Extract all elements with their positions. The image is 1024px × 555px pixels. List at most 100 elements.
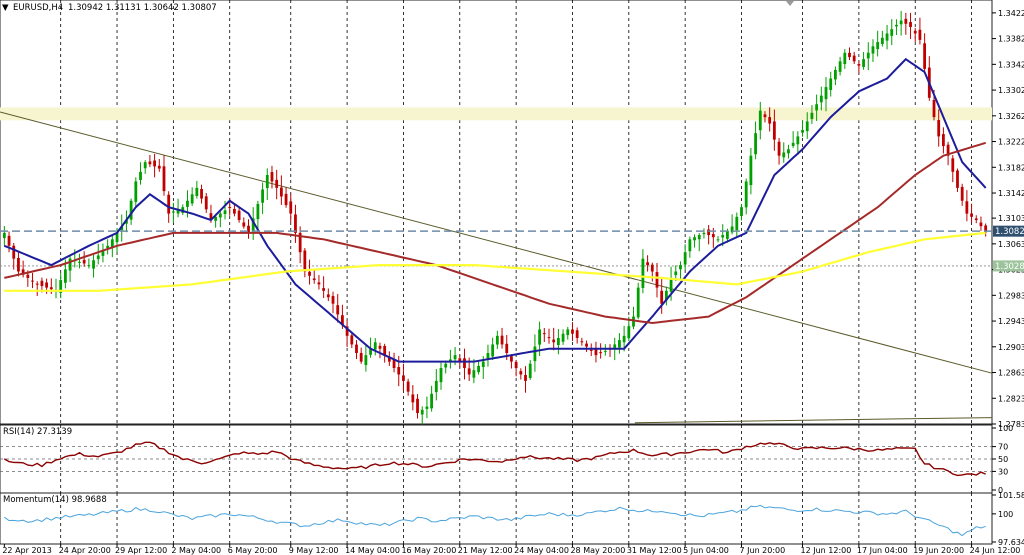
candle-body (233, 208, 236, 214)
candle-body (129, 200, 133, 220)
time-tick-label: 22 Apr 2013 (2, 546, 51, 555)
candle-body (589, 349, 593, 351)
candle-body (308, 271, 311, 276)
candle-body (448, 359, 452, 362)
candle-body (486, 353, 490, 360)
rsi-panel-frame (0, 424, 993, 494)
candle-body (101, 250, 105, 256)
time-tick-label: 17 Jun 04:00 (857, 546, 908, 555)
candle-body (965, 201, 969, 214)
candle-body (458, 358, 462, 362)
candle-body (599, 352, 603, 354)
candle-body (618, 340, 621, 348)
bid-price-label: 1.30827 (995, 227, 1024, 237)
candle-body (791, 142, 795, 147)
candle-body (941, 134, 945, 147)
candle-body (646, 262, 649, 266)
candle-body (697, 235, 701, 240)
price-panel[interactable]: 1.34220 1.33820 1.33420 1.33020 1.32620 1.322… (0, 0, 1024, 429)
candle-body (547, 337, 551, 339)
candle-body (134, 181, 138, 202)
candle-body (477, 365, 480, 373)
candle-body (237, 210, 241, 221)
candle-body (87, 265, 91, 267)
candle-body (392, 359, 396, 369)
candle-body (660, 290, 664, 304)
candle-body (782, 152, 786, 158)
trendline-support[interactable] (634, 417, 993, 424)
candle-body (261, 189, 264, 203)
time-tick-label: 5 Jun 04:00 (683, 546, 729, 555)
candle-body (40, 280, 44, 286)
momentum-tick-label: 97.6341 (998, 538, 1024, 547)
candle-body (355, 344, 358, 354)
candle-body (26, 274, 30, 278)
candle-body (580, 341, 584, 343)
candle-body (162, 166, 166, 192)
candle-body (167, 194, 171, 214)
price-tick-label: 1.33820 (998, 35, 1024, 44)
candle-body (552, 339, 556, 343)
candle-body (735, 216, 739, 231)
trendline-descending[interactable] (0, 111, 993, 374)
candle-body (571, 329, 574, 334)
candle-body (45, 282, 49, 288)
candle-body (402, 375, 405, 381)
candle-body (209, 213, 213, 221)
candle-body (946, 144, 950, 156)
candle-body (655, 272, 659, 288)
candle-body (420, 409, 424, 415)
time-tick-label: 31 May 12:00 (627, 546, 682, 555)
candle-body (444, 363, 448, 368)
candle-body (430, 393, 434, 409)
candle-body (411, 394, 415, 403)
time-tick-label: 14 May 04:00 (345, 546, 400, 555)
candle-body (838, 61, 842, 72)
moving-averages (3, 57, 987, 363)
candle-body (378, 345, 382, 349)
candle-body (115, 232, 119, 243)
candle-body (740, 207, 743, 216)
time-tick-label: 29 Apr 12:00 (115, 546, 167, 555)
candle-body (312, 278, 316, 281)
time-tick-label: 28 May 20:00 (570, 546, 625, 555)
candle-body (613, 344, 617, 350)
candle-body (805, 121, 809, 132)
candle-body (707, 229, 711, 236)
candle-body (904, 18, 908, 24)
rsi-tick-label: 100 (998, 424, 1013, 433)
candle-body (373, 342, 377, 350)
rsi-panel[interactable]: 100 70 50 30 0 RSI(14) 27.3139 (0, 424, 1013, 495)
candle-body (913, 30, 917, 34)
reference-price-badge (993, 260, 1024, 272)
candle-body (322, 288, 326, 291)
bid-price-badge (993, 225, 1024, 237)
candle-body (664, 290, 668, 301)
candle-body (711, 234, 715, 238)
momentum-grid (60, 493, 972, 544)
candle-body (416, 398, 419, 414)
candle-body (110, 239, 114, 248)
candle-body (669, 277, 673, 292)
candle-body (758, 110, 762, 131)
candle-body (772, 121, 776, 140)
candle-body (970, 213, 973, 217)
candle-body (533, 346, 537, 362)
candle-body (824, 87, 828, 100)
candle-body (524, 374, 527, 381)
candle-body (871, 46, 875, 54)
candle-body (200, 188, 203, 199)
candle-body (2, 232, 6, 239)
candle-body (176, 209, 180, 214)
candle-body (932, 100, 936, 118)
candle-body (350, 335, 354, 345)
chart-menu-arrow[interactable]: ▼ (2, 3, 9, 13)
candle-body (345, 326, 349, 336)
candle-body (125, 220, 128, 224)
momentum-panel[interactable]: 101.5847 100 97.6341 Momentum(14) 98.9688 (0, 491, 1024, 547)
candle-body (96, 255, 100, 260)
candle-body (749, 155, 753, 186)
candle-body (538, 329, 542, 345)
shift-marker-icon[interactable] (786, 1, 794, 6)
